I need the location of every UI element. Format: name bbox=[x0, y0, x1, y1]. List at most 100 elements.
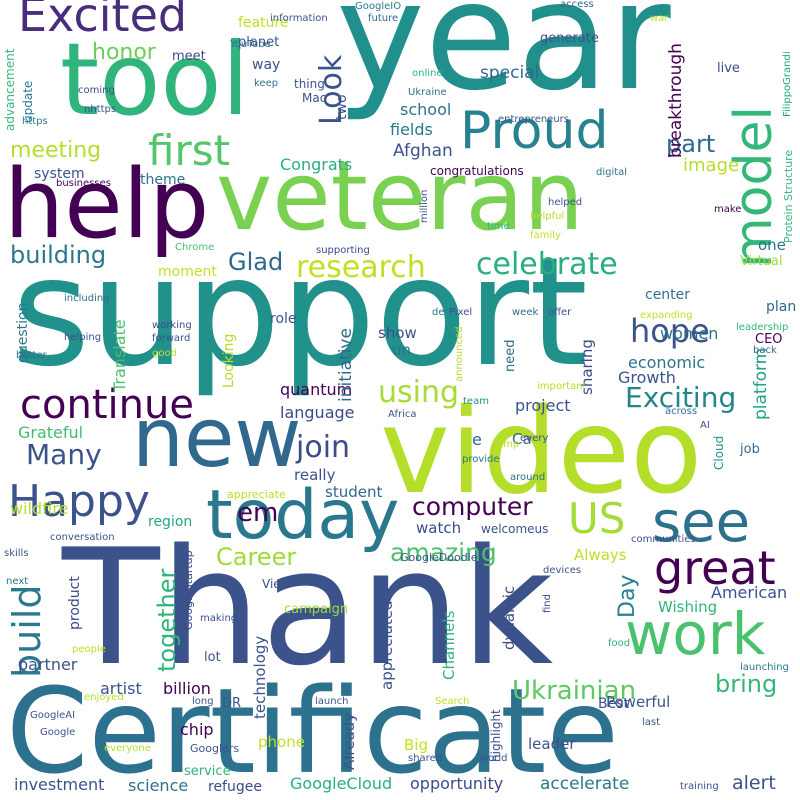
word: people bbox=[72, 644, 106, 655]
word: chip bbox=[180, 720, 214, 739]
word: alert bbox=[732, 772, 776, 794]
word: center bbox=[645, 287, 691, 303]
word: one bbox=[758, 236, 786, 254]
word: using bbox=[378, 375, 460, 410]
word: meet bbox=[172, 49, 206, 64]
word: Chrome bbox=[175, 242, 215, 253]
word: Glad bbox=[228, 248, 284, 276]
word: Excited bbox=[18, 0, 188, 42]
word: million bbox=[419, 189, 430, 223]
word: year bbox=[336, 0, 671, 124]
word: dynamic bbox=[500, 585, 518, 650]
word: working bbox=[152, 320, 192, 331]
word: great bbox=[654, 541, 776, 595]
word: job bbox=[740, 442, 760, 457]
word: platform bbox=[751, 347, 771, 420]
word: campaign bbox=[284, 602, 349, 617]
word: Looking bbox=[221, 333, 237, 388]
word: really bbox=[294, 466, 336, 484]
word: every bbox=[520, 433, 549, 444]
word: way bbox=[252, 57, 281, 73]
word: bring bbox=[715, 670, 778, 698]
word: Certificate bbox=[6, 662, 619, 800]
word: breakthrough bbox=[666, 43, 686, 158]
word: important bbox=[537, 381, 587, 392]
word: watch bbox=[416, 519, 462, 537]
word: DR bbox=[222, 696, 242, 711]
word: hope bbox=[630, 312, 710, 350]
word: refugee bbox=[208, 779, 262, 795]
word: theme bbox=[140, 172, 186, 188]
word: honor bbox=[92, 40, 156, 65]
word: last bbox=[642, 717, 661, 728]
word: skills bbox=[4, 548, 29, 559]
word: Wishing bbox=[658, 598, 718, 616]
word: training bbox=[680, 781, 719, 792]
word: un bbox=[392, 341, 412, 359]
word: good bbox=[152, 348, 177, 359]
word: GoogleCloud bbox=[290, 774, 393, 793]
word: long bbox=[192, 696, 214, 707]
word: forward bbox=[152, 333, 191, 344]
word: Channels bbox=[440, 610, 458, 680]
word: quantum bbox=[280, 380, 353, 399]
word: Virtual bbox=[740, 254, 783, 269]
word: accelerate bbox=[540, 774, 630, 794]
word: world bbox=[480, 753, 508, 764]
word: phone bbox=[258, 733, 305, 751]
word: fields bbox=[390, 120, 433, 139]
word: women bbox=[660, 324, 719, 343]
word: View bbox=[262, 577, 291, 591]
word: today bbox=[206, 476, 400, 555]
word: Big bbox=[404, 736, 428, 754]
word: planet bbox=[238, 35, 280, 50]
word: future bbox=[368, 13, 399, 24]
word: shared bbox=[408, 753, 443, 764]
word: veteran bbox=[216, 142, 584, 252]
word: language bbox=[280, 403, 355, 422]
word: computer bbox=[412, 492, 533, 521]
word: Afghan bbox=[393, 141, 453, 161]
word: team bbox=[463, 396, 489, 407]
word: week bbox=[512, 307, 539, 318]
word: Google bbox=[40, 727, 76, 738]
word: online bbox=[412, 68, 443, 79]
word: moment bbox=[158, 264, 217, 280]
word: billion bbox=[163, 679, 211, 698]
word: information bbox=[270, 13, 328, 24]
word: research bbox=[296, 250, 426, 285]
word: leader bbox=[528, 735, 576, 753]
word: artist bbox=[100, 679, 142, 698]
word: Ukraine bbox=[408, 87, 447, 98]
word: role bbox=[270, 311, 297, 327]
word: school bbox=[400, 100, 452, 119]
word: time bbox=[487, 221, 510, 232]
word: helped bbox=[548, 197, 583, 208]
word: coming bbox=[78, 85, 115, 96]
word: Mac bbox=[302, 91, 327, 105]
word: Many bbox=[26, 438, 102, 471]
word: lot bbox=[204, 650, 221, 665]
word: work bbox=[625, 600, 766, 668]
word: e bbox=[472, 430, 482, 449]
word: wildfire bbox=[10, 499, 69, 518]
word: Career bbox=[216, 543, 297, 571]
word: AI bbox=[700, 420, 710, 431]
word: video bbox=[380, 382, 703, 520]
word: Day bbox=[615, 574, 640, 618]
word: digital bbox=[596, 167, 628, 178]
word: leadership bbox=[736, 322, 789, 333]
word: Proud bbox=[460, 101, 609, 161]
word: next bbox=[6, 576, 29, 587]
word: project bbox=[515, 396, 571, 415]
word: building bbox=[10, 241, 107, 269]
word: amazing bbox=[390, 538, 497, 567]
word: CEO bbox=[755, 332, 783, 347]
word: together bbox=[153, 568, 181, 672]
word: appreciated bbox=[378, 600, 396, 690]
word: region bbox=[148, 514, 193, 530]
word: tool bbox=[60, 21, 250, 138]
word: service bbox=[184, 764, 231, 779]
word: image bbox=[683, 155, 740, 176]
